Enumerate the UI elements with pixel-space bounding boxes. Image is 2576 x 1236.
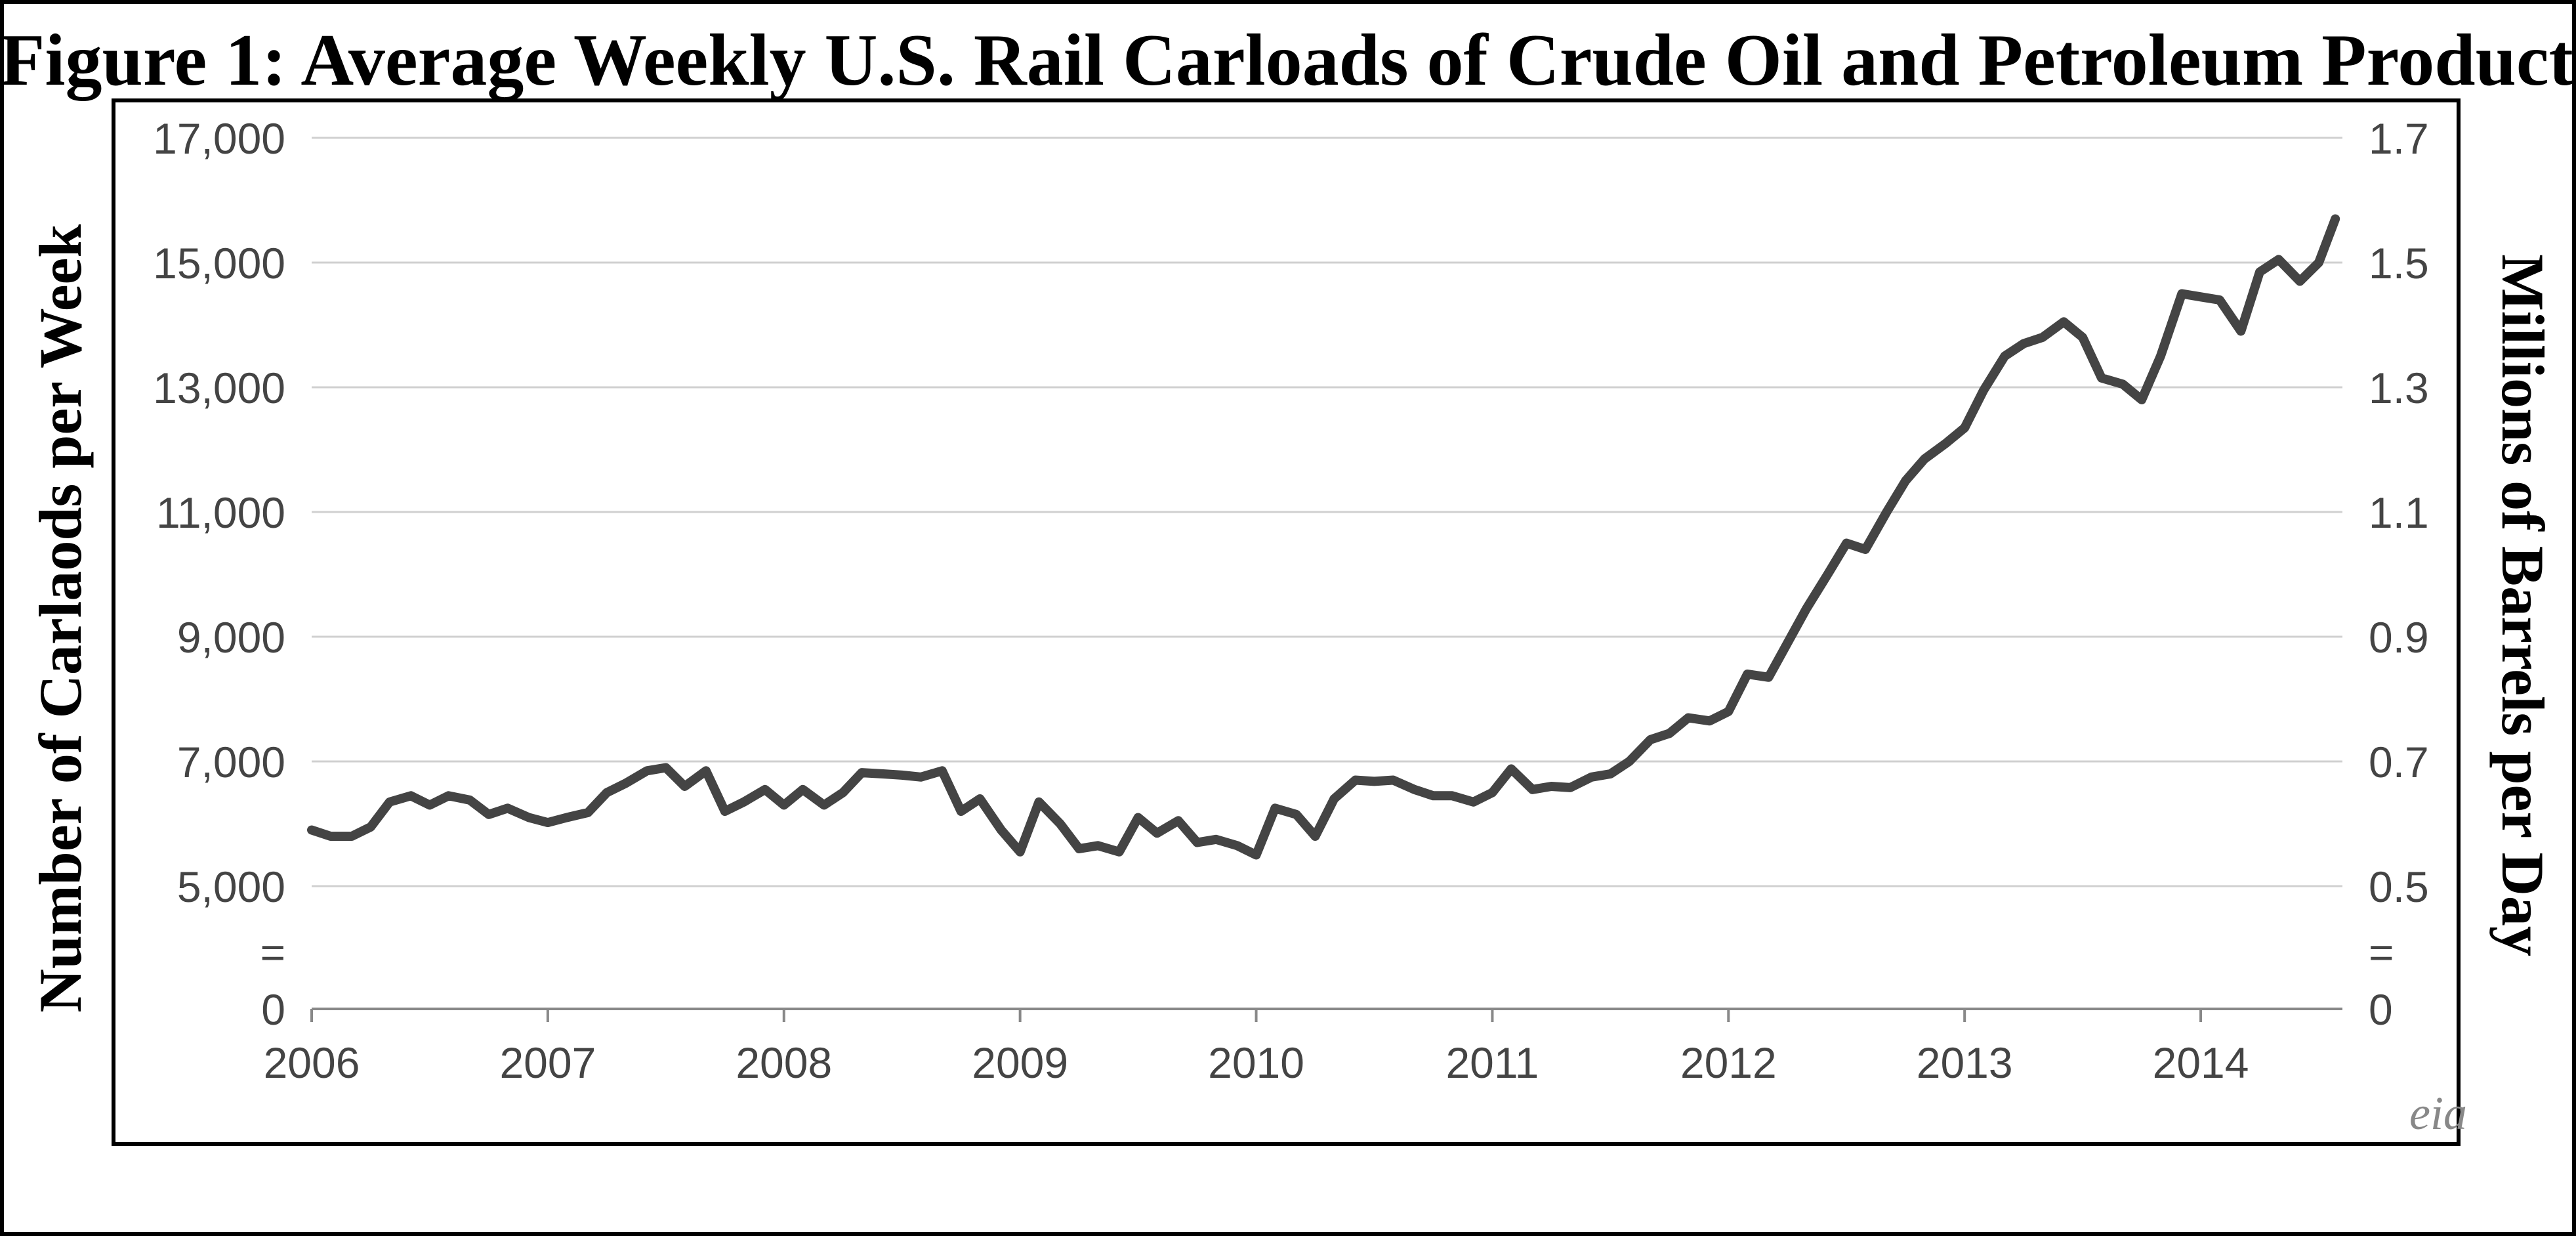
y2-tick-label: 0.9 <box>2369 613 2429 662</box>
y-tick-label: 9,000 <box>177 613 285 662</box>
y2-tick-label: 1.5 <box>2369 239 2429 288</box>
x-tick-label: 2010 <box>1208 1038 1304 1087</box>
y2-tick-label: 0 <box>2369 985 2393 1034</box>
x-tick-label: 2012 <box>1680 1038 1777 1087</box>
x-tick-label: 2014 <box>2153 1038 2249 1087</box>
axis-break-right: = <box>2369 928 2394 977</box>
y2-tick-label: 0.7 <box>2369 738 2429 786</box>
y-tick-label: 0 <box>261 985 285 1034</box>
x-tick-labels: 2006 2007 2008 2009 2010 2011 2012 2013 2014 <box>264 1038 2249 1087</box>
eia-logo: eia <box>2409 1087 2467 1140</box>
x-tick-label: 2006 <box>264 1038 360 1087</box>
x-tick-label: 2011 <box>1445 1038 1539 1087</box>
y2-tick-label: 1.3 <box>2369 364 2429 412</box>
y-tick-label: 17,000 <box>153 114 285 163</box>
data-series <box>307 214 2340 860</box>
y2-tick-label: 1.1 <box>2369 488 2429 537</box>
axis-break-left: = <box>260 928 285 977</box>
gridlines <box>312 137 2342 887</box>
y-tick-label: 7,000 <box>177 738 285 786</box>
series-line <box>307 214 2340 860</box>
y-tick-label: 5,000 <box>177 863 285 911</box>
axes <box>310 1008 2342 1022</box>
y-tick-label: 11,000 <box>156 488 285 537</box>
y-tick-labels-right: 1.7 1.5 1.3 1.1 0.9 0.7 0.5 0 = <box>2369 114 2429 1034</box>
y-tick-label: 15,000 <box>153 239 285 288</box>
y2-tick-label: 0.5 <box>2369 863 2429 911</box>
x-tick-label: 2008 <box>736 1038 832 1087</box>
y-tick-labels-left: 17,000 15,000 13,000 11,000 9,000 7,000 5,000 0… <box>153 114 285 1034</box>
x-tick-label: 2009 <box>972 1038 1068 1087</box>
x-tick-label: 2013 <box>1917 1038 2013 1087</box>
chart-title: Figure 1: Average Weekly U.S. Rail Carlo… <box>0 20 2576 101</box>
x-tick-label: 2007 <box>499 1038 596 1087</box>
plot-area-border <box>112 98 2461 1146</box>
y2-tick-label: 1.7 <box>2369 114 2429 163</box>
y-tick-label: 13,000 <box>153 364 285 412</box>
